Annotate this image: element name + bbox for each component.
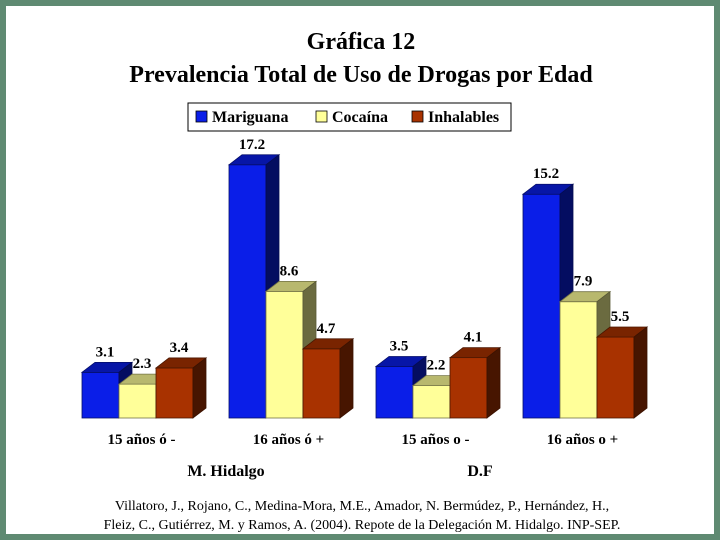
value-label-mariguana-1: 17.2 [239, 137, 265, 153]
value-label-cocaina-0: 2.3 [133, 356, 152, 372]
value-label-inhalables-0: 3.4 [170, 340, 189, 356]
source-line-2: Fleiz, C., Gutiérrez, M. y Ramos, A. (20… [104, 518, 621, 533]
value-label-cocaina-2: 2.2 [427, 358, 446, 374]
value-label-cocaina-3: 7.9 [574, 274, 593, 290]
category-label-2: 15 años o - [402, 432, 470, 448]
value-label-mariguana-3: 15.2 [533, 166, 559, 182]
legend-swatch-inhalables [411, 110, 424, 123]
category-label-1: 16 años ó + [253, 432, 324, 448]
legend-box [187, 102, 512, 132]
source-line-1: Villatoro, J., Rojano, C., Medina-Mora, … [115, 499, 609, 514]
legend-label-inhalables: Inhalables [428, 109, 499, 126]
category-label-3: 16 años o + [547, 432, 618, 448]
value-label-inhalables-3: 5.5 [611, 309, 630, 325]
bar-inhalables-1 [301, 337, 355, 419]
chart-title: Gráfica 12 [307, 29, 416, 55]
bar-inhalables-2 [448, 346, 502, 419]
legend-label-cocaina: Cocaína [332, 109, 388, 126]
value-label-mariguana-2: 3.5 [390, 338, 409, 354]
value-label-inhalables-1: 4.7 [317, 321, 336, 337]
value-label-cocaina-1: 8.6 [280, 263, 299, 279]
group-label-df: D.F [467, 463, 493, 480]
legend-swatch-mariguana [195, 110, 208, 123]
bars-layer [80, 153, 649, 419]
legend-swatch-cocaina [315, 110, 328, 123]
category-labels-layer: 15 años ó - 16 años ó + 15 años o - 16 años… [108, 432, 619, 448]
value-label-mariguana-0: 3.1 [96, 344, 115, 360]
legend: Mariguana Cocaína Inhalables [187, 102, 512, 132]
value-label-inhalables-2: 4.1 [464, 330, 483, 346]
group-label-m-hidalgo: M. Hidalgo [187, 463, 264, 480]
chart-subtitle: Prevalencia Total de Uso de Drogas por E… [129, 62, 593, 88]
bar-inhalables-0 [154, 357, 208, 419]
category-label-0: 15 años ó - [108, 432, 176, 448]
legend-label-mariguana: Mariguana [212, 109, 288, 126]
bar-inhalables-3 [595, 326, 649, 419]
value-labels-layer: 3.1 2.3 3.4 17.2 8.6 4.7 3.5 2.2 4.1 15.2 7.9 5.5 [96, 137, 630, 374]
